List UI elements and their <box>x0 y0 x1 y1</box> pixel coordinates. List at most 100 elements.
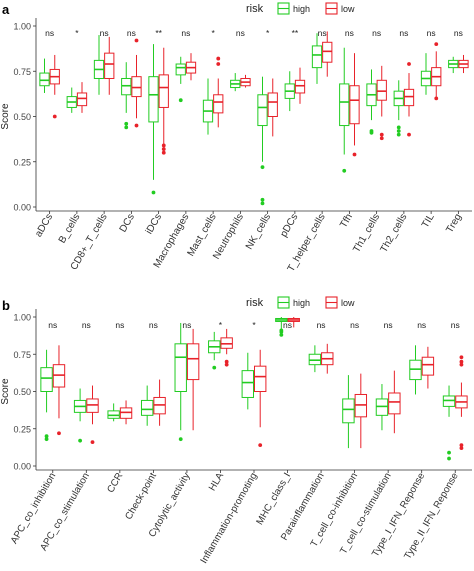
y-axis-title: Score <box>0 103 11 130</box>
y-tick-label: 0.00 <box>13 203 31 213</box>
y-axis-title: Score <box>0 378 11 405</box>
outlier-point <box>124 125 129 130</box>
significance-label: ns <box>399 28 408 38</box>
box-high-Treg <box>448 56 459 74</box>
box-high-MHC_class_I <box>275 317 288 337</box>
category-group-iDCs: ** iDCs <box>144 28 169 236</box>
box-high-TIL <box>420 53 432 95</box>
box-body <box>339 83 350 127</box>
box-low-Tfh <box>349 53 360 157</box>
significance-label: ns <box>236 28 245 38</box>
box-low-NK_cells <box>267 78 278 137</box>
panel-label: a <box>2 2 10 17</box>
box-body <box>421 356 435 376</box>
box-high-Parainflammation <box>308 345 322 373</box>
box-high-Type_II_IFN_Reponse <box>442 385 456 461</box>
outlier-point <box>224 359 229 364</box>
x-tick-label: Treg <box>444 212 464 235</box>
box-low-TIL <box>431 42 442 101</box>
significance-label: ns <box>451 320 460 330</box>
category-group-pDCs: ** pDCs <box>278 28 306 239</box>
x-tick-label: Th1_cells <box>351 212 382 255</box>
box-body <box>186 343 200 381</box>
box-high-Tfh <box>339 47 350 173</box>
box-low-B_cells <box>76 82 88 113</box>
box-high-Mast_cells <box>202 78 214 135</box>
box-high-Cytolytic_activity <box>174 322 187 442</box>
significance-label: ns <box>115 320 124 330</box>
outlier-point <box>151 190 156 195</box>
significance-label: ns <box>100 28 109 38</box>
significance-label: ns <box>181 28 190 38</box>
x-tick-label: NK_cells <box>244 212 273 252</box>
y-tick-label: 0.00 <box>13 462 31 472</box>
x-tick-label: Tfh <box>338 212 355 230</box>
outlier-point <box>178 98 183 103</box>
outlier-point <box>258 443 263 448</box>
box-body <box>213 94 224 114</box>
significance-label: * <box>219 320 223 330</box>
box-body <box>175 63 186 76</box>
box-high-NK_cells <box>257 76 268 206</box>
category-group-Check-point: ns Check-point <box>123 320 166 522</box>
x-tick-label: pDCs <box>278 212 300 239</box>
outlier-point <box>396 129 401 133</box>
x-tick-label: HLA <box>207 471 226 493</box>
box-body <box>40 367 53 393</box>
y-tick-label: 0.50 <box>13 387 31 397</box>
box-body <box>140 399 154 416</box>
category-group-DCs: ns DCs <box>118 28 142 234</box>
category-group-HLA: * HLA <box>207 320 233 493</box>
box-low-APC_co_stimulation <box>86 385 99 445</box>
box-high-pDCs <box>284 71 295 112</box>
category-group-CCR: ns CCR <box>105 320 133 495</box>
outlier-point <box>369 129 374 133</box>
category-group-TIL: ns TIL <box>420 28 442 230</box>
significance-label: ns <box>372 28 381 38</box>
category-group-Th2_cells: ns Th2_cells <box>379 28 415 255</box>
box-low-Inflammation-promoting <box>254 349 267 448</box>
legend-label-high: high <box>293 4 310 14</box>
significance-label: ns <box>48 320 57 330</box>
y-tick-label: 1.00 <box>13 22 31 32</box>
box-high-T_cell_co-stimulation <box>375 384 389 431</box>
box-low-CD8+_T_cells <box>104 36 115 95</box>
box-low-HLA <box>220 328 233 367</box>
x-tick-label: CCR <box>105 471 125 495</box>
box-high-Type_I_IFN_Reponse <box>409 345 422 395</box>
outlier-point <box>260 197 265 202</box>
significance-label: * <box>252 320 256 330</box>
box-body <box>342 398 355 424</box>
box-low-Parainflammation <box>321 343 334 374</box>
significance-label: ns <box>454 28 463 38</box>
significance-label: ** <box>292 28 299 38</box>
outlier-point <box>459 355 464 360</box>
box-high-T_helper_cells <box>311 33 323 84</box>
panel-label: b <box>2 298 10 313</box>
outlier-point <box>407 62 411 66</box>
outlier-point <box>216 56 221 61</box>
x-tick-label: MHC_class_I <box>254 471 293 527</box>
box-low-CCR <box>119 400 133 425</box>
box-low-pDCs <box>294 67 306 104</box>
category-group-NK_cells: * NK_cells <box>244 28 278 252</box>
box-high-T_cell_co-inhibition <box>342 375 355 449</box>
box-high-Th2_cells <box>393 80 404 137</box>
outlier-point <box>212 365 217 370</box>
box-body <box>267 92 278 118</box>
box-low-MHC_class_I <box>287 317 300 328</box>
box-low-Check-point <box>153 379 166 426</box>
category-group-Inflammation-promoting: *Inflammation-promoting <box>199 320 267 566</box>
box-low-APC_co_inhibition <box>52 345 66 436</box>
outlier-point <box>434 42 439 46</box>
box-high-iDCs <box>148 44 159 195</box>
box-low-Neutrophils <box>240 74 251 88</box>
box-body <box>376 79 387 101</box>
box-body <box>311 45 323 69</box>
x-tick-label: Th2_cells <box>379 212 410 255</box>
outlier-point <box>124 121 129 126</box>
significance-label: ns <box>283 320 292 330</box>
box-body <box>294 79 306 94</box>
